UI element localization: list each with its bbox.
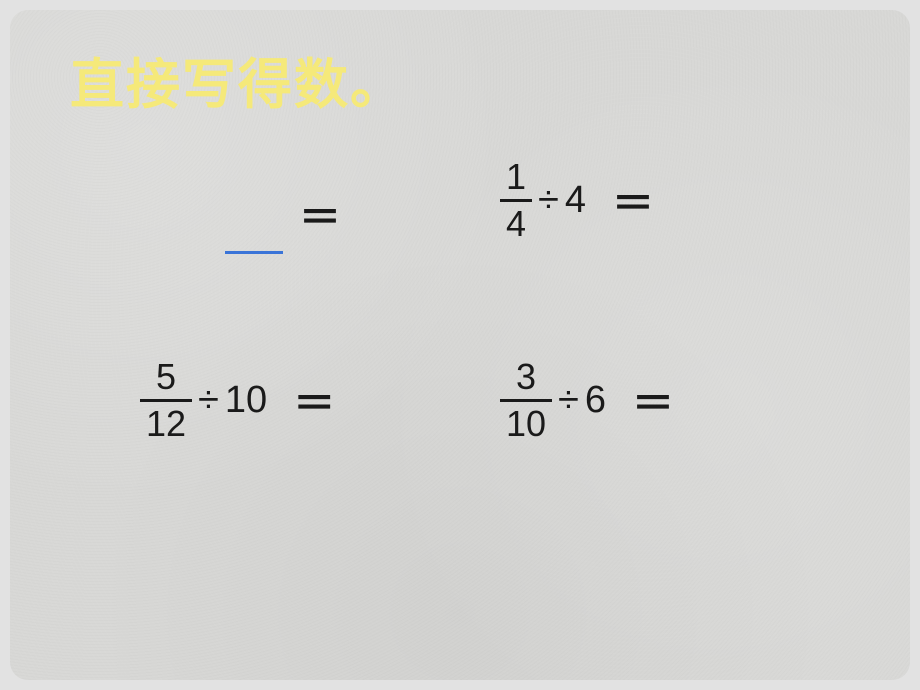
equals-sign: ＝ [632, 370, 674, 431]
problem-3: 5 12 ÷ 10 ＝ [140, 356, 335, 445]
blank-underline [225, 251, 283, 254]
slide-container: 直接写得数。 ＝ 1 4 ÷ 4 ＝ 5 12 ÷ 10 ＝ [10, 10, 910, 680]
divisor: 10 [225, 379, 267, 422]
divide-sign: ÷ [558, 379, 579, 422]
problem-4: 3 10 ÷ 6 ＝ [500, 356, 674, 445]
divisor: 6 [585, 379, 606, 422]
fraction-1-4: 1 4 [500, 156, 532, 245]
fraction-3-10: 3 10 [500, 356, 552, 445]
divide-sign: ÷ [198, 379, 219, 422]
equals-sign: ＝ [293, 370, 335, 431]
slide-title: 直接写得数。 [70, 40, 406, 119]
numerator: 5 [150, 356, 182, 399]
numerator: 1 [500, 156, 532, 199]
problem-2: 1 4 ÷ 4 ＝ [500, 156, 654, 245]
equals-sign: ＝ [299, 184, 341, 245]
numerator: 3 [510, 356, 542, 399]
equals-sign: ＝ [612, 170, 654, 231]
denominator: 10 [500, 399, 552, 444]
denominator: 4 [500, 199, 532, 244]
fraction-5-12: 5 12 [140, 356, 192, 445]
denominator: 12 [140, 399, 192, 444]
problem-1: ＝ [225, 200, 341, 261]
divide-sign: ÷ [538, 179, 559, 222]
divisor: 4 [565, 179, 586, 222]
